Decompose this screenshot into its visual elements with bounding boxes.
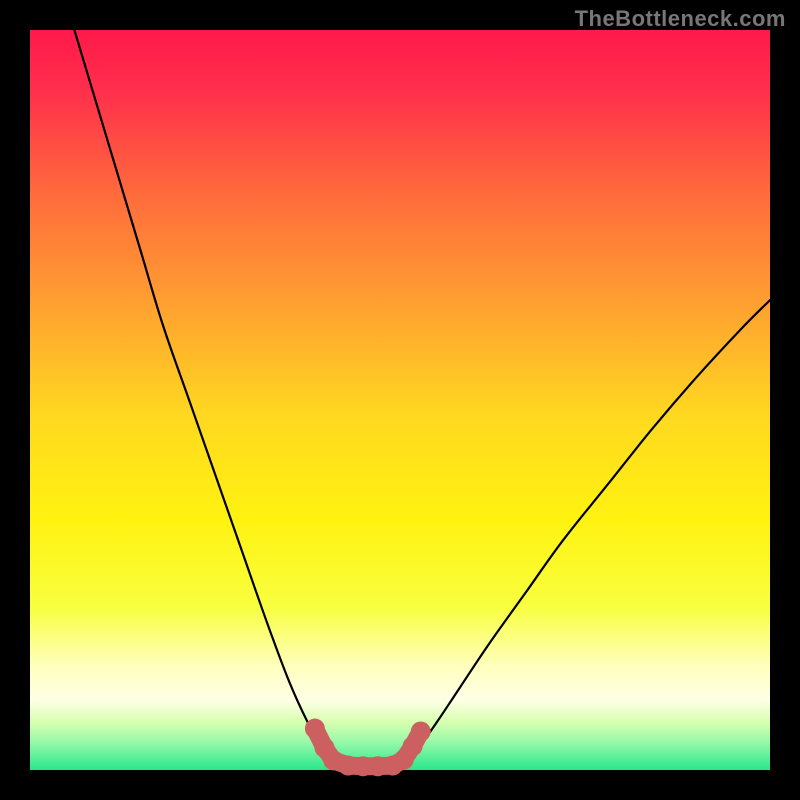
marker-dot xyxy=(411,722,431,742)
watermark-text: TheBottleneck.com xyxy=(575,6,786,32)
marker-dot xyxy=(305,719,325,739)
plot-background xyxy=(30,30,770,770)
chart-svg xyxy=(0,0,800,800)
chart-stage: TheBottleneck.com xyxy=(0,0,800,800)
